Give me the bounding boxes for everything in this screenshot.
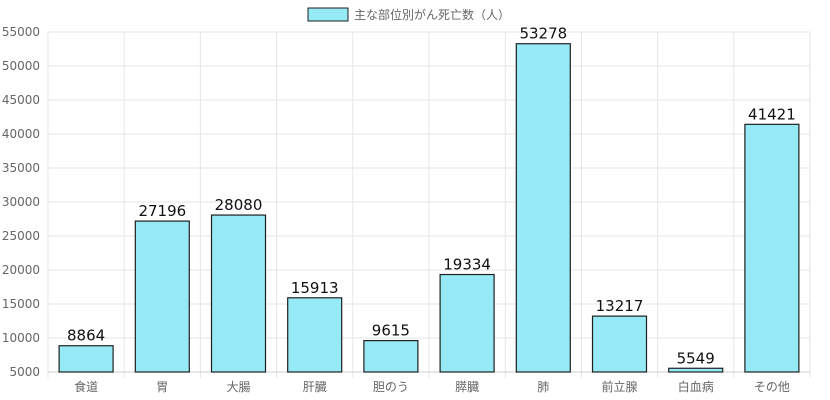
data-label: 5549 bbox=[677, 349, 715, 367]
y-axis-ticks: 5000 10000 15000 20000 25000 30000 35000 40000 4… bbox=[2, 25, 40, 379]
x-tick-label: 食道 bbox=[74, 379, 98, 394]
x-tick-label: 膵臓 bbox=[455, 380, 479, 394]
bar[interactable] bbox=[515, 43, 571, 373]
data-label: 19334 bbox=[443, 256, 491, 274]
bar[interactable] bbox=[744, 123, 800, 373]
y-tick-label: 10000 bbox=[2, 331, 40, 345]
x-tick-label: 胆のう bbox=[373, 380, 409, 394]
bar[interactable] bbox=[210, 214, 267, 373]
data-label: 15913 bbox=[291, 279, 339, 297]
x-tick-label: 胃 bbox=[156, 380, 168, 394]
y-tick-label: 50000 bbox=[2, 59, 40, 73]
bars bbox=[58, 43, 800, 373]
data-label: 53278 bbox=[519, 25, 567, 43]
x-tick-label: 肺 bbox=[537, 380, 549, 394]
legend-label: 主な部位別がん死亡数（人） bbox=[354, 7, 510, 22]
y-tick-label: 40000 bbox=[2, 127, 40, 141]
bar[interactable] bbox=[58, 345, 114, 373]
y-tick-label: 20000 bbox=[2, 263, 40, 277]
bar[interactable] bbox=[134, 220, 190, 373]
bar[interactable] bbox=[668, 367, 724, 373]
y-tick-label: 45000 bbox=[2, 93, 40, 107]
data-label: 9615 bbox=[372, 322, 410, 340]
y-tick-label: 25000 bbox=[2, 229, 40, 243]
x-tick-label: その他 bbox=[754, 380, 790, 394]
data-label: 8864 bbox=[67, 327, 105, 345]
data-label: 13217 bbox=[596, 297, 644, 315]
legend-swatch bbox=[307, 7, 349, 22]
y-tick-label: 5000 bbox=[9, 365, 40, 379]
y-tick-label: 35000 bbox=[2, 161, 40, 175]
bar[interactable] bbox=[439, 273, 495, 373]
data-label: 28080 bbox=[215, 196, 263, 214]
data-label: 41421 bbox=[748, 105, 796, 123]
y-tick-label: 30000 bbox=[2, 195, 40, 209]
y-tick-label: 15000 bbox=[2, 297, 40, 311]
legend[interactable]: 主な部位別がん死亡数（人） bbox=[307, 7, 510, 22]
x-axis-ticks: 食道 胃 大腸 肝臓 胆のう 膵臓 肺 前立腺 白血病 その他 bbox=[74, 379, 790, 394]
x-tick-label: 大腸 bbox=[226, 380, 250, 394]
x-tick-label: 前立腺 bbox=[601, 379, 637, 394]
bar[interactable] bbox=[287, 297, 343, 373]
data-label: 27196 bbox=[138, 202, 186, 220]
bar[interactable] bbox=[363, 340, 419, 373]
bar[interactable] bbox=[591, 315, 648, 373]
x-tick-label: 肝臓 bbox=[303, 380, 327, 394]
y-tick-label: 55000 bbox=[2, 25, 40, 39]
data-labels: 8864 27196 28080 15913 9615 19334 53278 13217 55… bbox=[67, 25, 796, 368]
x-tick-label: 白血病 bbox=[678, 379, 714, 394]
